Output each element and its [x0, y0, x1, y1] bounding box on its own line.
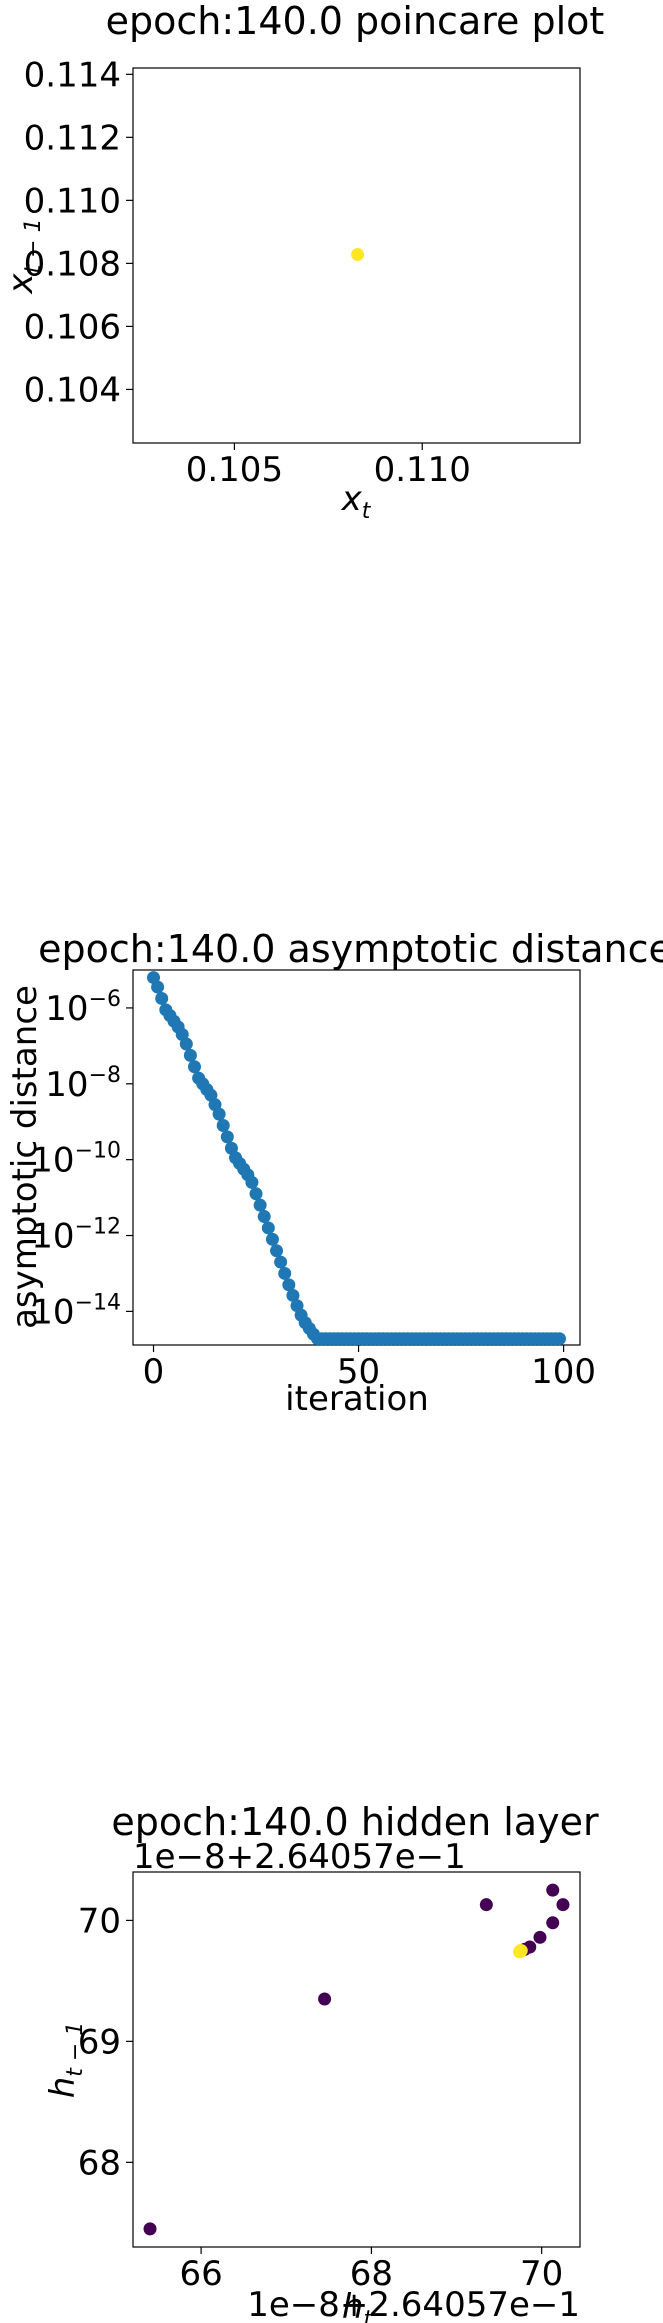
scatter-point	[249, 1187, 263, 1201]
scatter-point	[278, 1266, 292, 1280]
poincare-x-ticks: 0.105 0.110	[186, 443, 471, 490]
scatter-point	[351, 248, 365, 262]
scatter-point	[220, 1130, 234, 1144]
scatter-point	[143, 2222, 157, 2236]
scatter-point	[318, 1992, 332, 2006]
scatter-point	[533, 1930, 547, 1944]
scatter-point	[245, 1175, 259, 1189]
y-tick-label: 68	[78, 2143, 121, 2183]
scatter-point	[552, 1332, 566, 1346]
y-tick-label: 0.114	[24, 55, 121, 95]
hidden-layer-points	[143, 1883, 570, 2236]
y-tick-label: 10−6	[45, 987, 121, 1029]
poincare-points	[351, 248, 365, 262]
hidden-layer-x-offset: 1e−8+2.64057e−1	[247, 2285, 580, 2323]
scatter-point	[274, 1255, 288, 1269]
x-tick-label: 0	[143, 1352, 165, 1392]
y-tick-base: 10	[31, 1292, 74, 1332]
x-tick-label: 70	[520, 2254, 563, 2294]
x-tick-label: 50	[337, 1352, 380, 1392]
scatter-point	[183, 1048, 197, 1062]
x-tick-label: 68	[350, 2254, 393, 2294]
y-tick-label: 10−10	[31, 1139, 121, 1181]
y-tick-label: 0.112	[24, 118, 121, 158]
hidden-layer-chart: epoch:140.0 hidden layer 1e−8+2.64057e−1…	[43, 1800, 599, 2323]
hidden-layer-x-ticks: 66 68 70	[179, 2247, 563, 2294]
scatter-point	[188, 1060, 202, 1074]
poincare-x-label: xt	[341, 479, 372, 524]
scatter-point	[216, 1119, 230, 1133]
y-tick-exponent: −6	[89, 987, 121, 1012]
y-tick-label: 69	[78, 2022, 121, 2062]
scatter-point	[556, 1898, 570, 1912]
y-tick-exponent: −8	[89, 1063, 121, 1088]
poincare-plot-frame	[132, 67, 581, 444]
y-tick-label: 0.108	[24, 244, 121, 284]
y-tick-exponent: −12	[75, 1215, 121, 1240]
asymptotic-chart-title: epoch:140.0 asymptotic distance	[38, 927, 663, 971]
scatter-point	[546, 1916, 560, 1930]
scatter-point	[212, 1107, 226, 1121]
scatter-point	[261, 1221, 275, 1235]
scatter-point	[179, 1037, 193, 1051]
poincare-y-label: xt − 1	[1, 218, 46, 294]
hidden-layer-chart-title: epoch:140.0 hidden layer	[111, 1800, 599, 1844]
hidden-layer-plot-frame	[132, 1871, 581, 2248]
y-tick-label: 70	[78, 1901, 121, 1941]
x-tick-label: 0.105	[186, 450, 283, 490]
poincare-chart-title: epoch:140.0 poincare plot	[106, 0, 605, 43]
hidden-layer-y-label: ht − 1	[43, 2022, 88, 2099]
y-tick-label: 10−12	[31, 1215, 121, 1257]
y-tick-base: 10	[31, 1217, 74, 1257]
y-tick-label: 0.110	[24, 181, 121, 221]
y-tick-base: 10	[31, 1141, 74, 1181]
y-tick-base: 10	[45, 1065, 88, 1105]
scatter-point	[257, 1210, 271, 1224]
scatter-point	[282, 1278, 296, 1292]
y-tick-exponent: −10	[75, 1139, 121, 1164]
y-tick-exponent: −14	[75, 1290, 121, 1315]
y-tick-label: 10−14	[31, 1290, 121, 1332]
scatter-point	[151, 980, 165, 994]
poincare-y-ticks: 0.104 0.106 0.108 0.110 0.112 0.114	[24, 55, 133, 410]
x-tick-label: 100	[531, 1352, 596, 1392]
y-tick-base: 10	[45, 989, 88, 1029]
scatter-point	[155, 991, 169, 1005]
scatter-point	[513, 1945, 527, 1959]
scatter-point	[270, 1244, 284, 1258]
x-tick-label: 66	[179, 2254, 222, 2294]
scatter-point	[253, 1198, 267, 1212]
asymptotic-chart: epoch:140.0 asymptotic distance 0 50 100 1…	[5, 927, 663, 1419]
x-tick-label: 0.110	[374, 450, 471, 490]
asymptotic-y-label: asymptotic distance	[5, 985, 45, 1329]
asymptotic-x-label: iteration	[285, 1379, 429, 1419]
hidden-layer-y-offset: 1e−8+2.64057e−1	[133, 1837, 466, 1877]
scatter-point	[286, 1288, 300, 1302]
poincare-chart: epoch:140.0 poincare plot 0.105 0.110 0.1…	[1, 0, 604, 524]
y-tick-label: 0.104	[24, 370, 121, 410]
scatter-point	[265, 1232, 279, 1246]
asymptotic-plot-frame	[132, 969, 581, 1346]
asymptotic-x-ticks: 0 50 100	[143, 1345, 596, 1392]
hidden-layer-y-ticks: 68 69 70	[78, 1901, 133, 2183]
asymptotic-points	[147, 971, 566, 1346]
y-tick-label: 0.106	[24, 307, 121, 347]
y-tick-label: 10−8	[45, 1063, 121, 1105]
scatter-point	[479, 1898, 493, 1912]
scatter-point	[546, 1883, 560, 1897]
